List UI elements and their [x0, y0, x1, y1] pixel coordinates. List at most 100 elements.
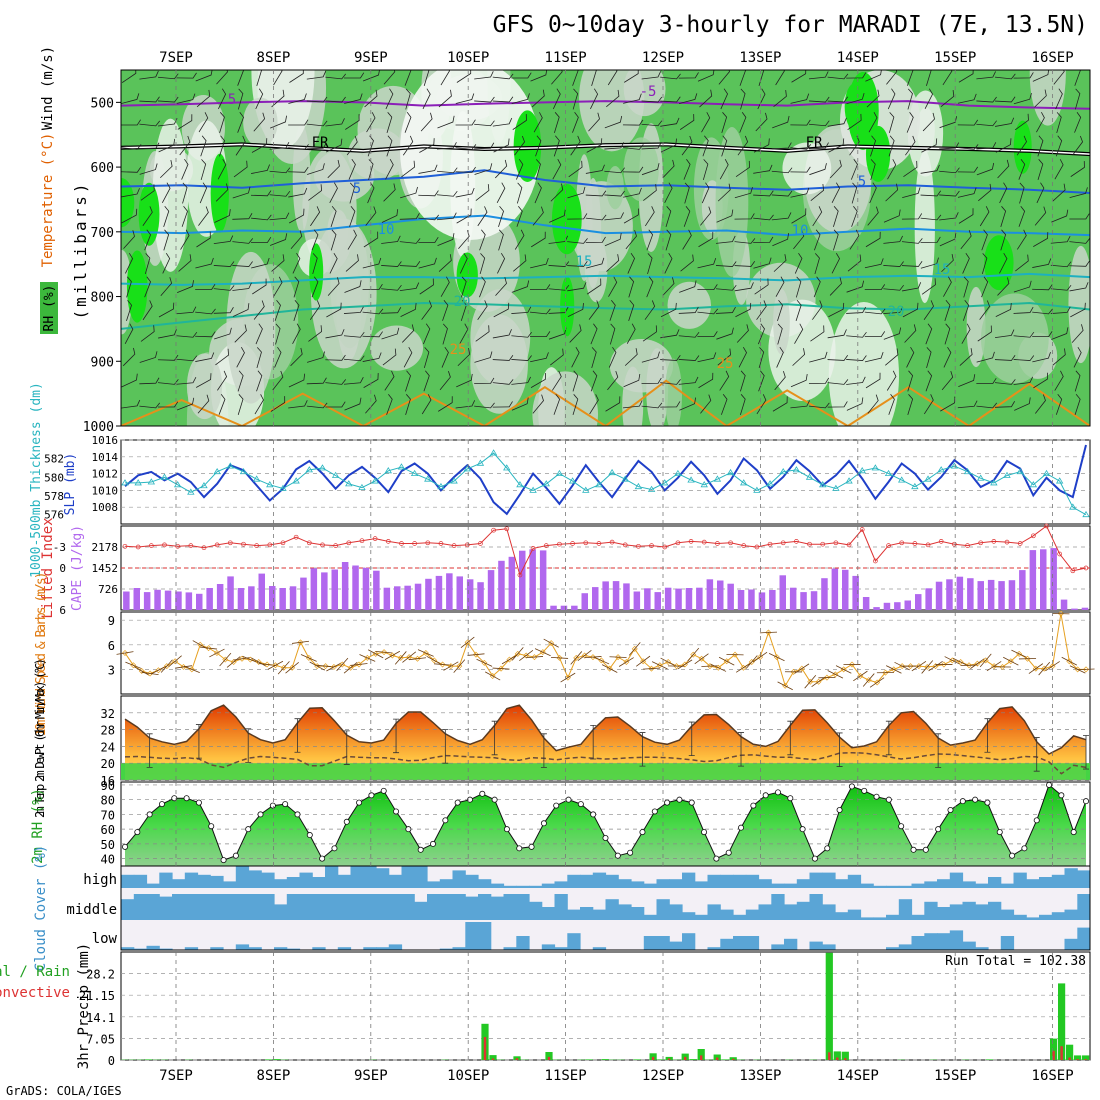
- wind-barb: [455, 93, 475, 104]
- cloud-middle-cell: [745, 909, 760, 920]
- wind-barb: [548, 261, 570, 267]
- wind-barb: [474, 402, 495, 409]
- wind-barb: [215, 183, 229, 202]
- slp-line: [124, 444, 1087, 516]
- precip-total-bar: [665, 1056, 673, 1060]
- cloud-high-cell: [643, 883, 658, 888]
- thickness-point: [437, 482, 445, 490]
- cloud-middle-cell: [325, 894, 339, 920]
- wind-barb: [160, 277, 173, 296]
- wind-speed-point: [623, 659, 630, 666]
- wind-tick-label: 9: [108, 614, 115, 628]
- wind-barb: [604, 232, 622, 247]
- wind-barb: [607, 70, 618, 86]
- contour-label: 15: [934, 262, 951, 278]
- wind-barb-10m: [986, 661, 1002, 672]
- wind-barb: [828, 302, 845, 318]
- precip-total-bar: [545, 1052, 553, 1060]
- cape-bar: [779, 575, 786, 610]
- wind-barb: [121, 119, 141, 126]
- cloud-high-cell: [184, 872, 199, 888]
- cloud-high-cell: [388, 874, 403, 888]
- pressure-tick-label: 800: [91, 291, 114, 306]
- li-point: [859, 527, 865, 532]
- wind-barb: [572, 111, 579, 133]
- wind-barb: [122, 347, 136, 367]
- li-point: [675, 540, 681, 546]
- cloud-low-cell: [707, 947, 721, 950]
- cape-bar: [487, 570, 495, 610]
- wind-barb: [479, 276, 486, 298]
- wind-barb-10m: [1077, 668, 1095, 671]
- wind-barb: [218, 88, 227, 110]
- thickness-tick-label: 582: [44, 453, 64, 466]
- wind-barb: [496, 182, 506, 203]
- cape-bar: [331, 569, 338, 610]
- wind-barb: [641, 71, 662, 80]
- rh-shade-patch: [773, 289, 790, 355]
- wind-barb: [777, 300, 783, 321]
- wind-barb: [734, 187, 753, 199]
- cape-bar: [748, 589, 755, 610]
- thickness-point: [226, 462, 235, 469]
- wind-barb: [623, 208, 640, 224]
- rh-moist-patch: [126, 250, 148, 323]
- wind-speed-point: [681, 661, 688, 668]
- rh-point: [134, 829, 141, 836]
- rh-shade-patch: [243, 97, 278, 148]
- rh-shade-patch: [664, 358, 682, 426]
- cloud-high-cell: [325, 866, 339, 888]
- rh-shade-patch: [310, 218, 377, 369]
- wind-barb: [847, 113, 862, 131]
- thickness-point: [1069, 503, 1077, 510]
- wind-barb: [511, 93, 530, 105]
- wind-barb-10m: [843, 663, 861, 665]
- wind-barb: [399, 282, 420, 292]
- cape-bar: [935, 581, 943, 610]
- wind-barb: [644, 300, 656, 320]
- thickness-point: [897, 476, 906, 483]
- wind-barb: [957, 93, 977, 104]
- precip-convective-bar: [547, 1056, 551, 1060]
- cape-bar: [185, 592, 193, 610]
- wind-speed-point: [1032, 665, 1039, 672]
- wind-barb: [492, 329, 512, 339]
- rh-area: [125, 784, 1086, 866]
- wind-speed-point: [723, 658, 730, 665]
- cape-bar: [592, 587, 599, 610]
- wind-speed-point: [506, 656, 513, 663]
- wind-barb-10m: [367, 649, 384, 659]
- wind-speed-point: [815, 678, 822, 685]
- temperature-contour: [121, 301, 1090, 330]
- wind-barb-10m: [402, 651, 417, 663]
- thickness-point: [976, 474, 985, 481]
- cape-bar: [341, 562, 349, 610]
- cloud-middle-cell: [937, 907, 951, 920]
- wind-barb: [492, 117, 513, 127]
- thickness-point: [358, 483, 366, 490]
- wind-barb: [570, 135, 581, 156]
- temp-tick-label: 20: [101, 757, 115, 771]
- precip-convective-bar: [491, 1058, 495, 1060]
- wind-barb: [516, 182, 523, 204]
- wind-barb: [177, 114, 193, 130]
- wind-barb: [920, 257, 939, 269]
- wind-barb: [290, 230, 303, 249]
- wind-barb: [195, 283, 216, 290]
- wind-barb: [720, 88, 729, 110]
- precip-convective-bar: [684, 1056, 687, 1060]
- wind-speed-point: [422, 650, 429, 656]
- precip-convective-bar: [1052, 1050, 1055, 1060]
- wind-barb-10m: [710, 663, 727, 672]
- wind-barb: [494, 159, 508, 179]
- temp-line: [124, 704, 1087, 755]
- wind-speed-point: [539, 649, 546, 656]
- rh-point: [676, 796, 683, 803]
- rh-point: [319, 855, 326, 862]
- wind-barb: [455, 400, 476, 409]
- cape-bar: [466, 579, 474, 610]
- thickness-point: [884, 469, 893, 476]
- thickness-point: [634, 482, 643, 490]
- wind-barb: [418, 236, 439, 243]
- wind-barb: [901, 261, 923, 267]
